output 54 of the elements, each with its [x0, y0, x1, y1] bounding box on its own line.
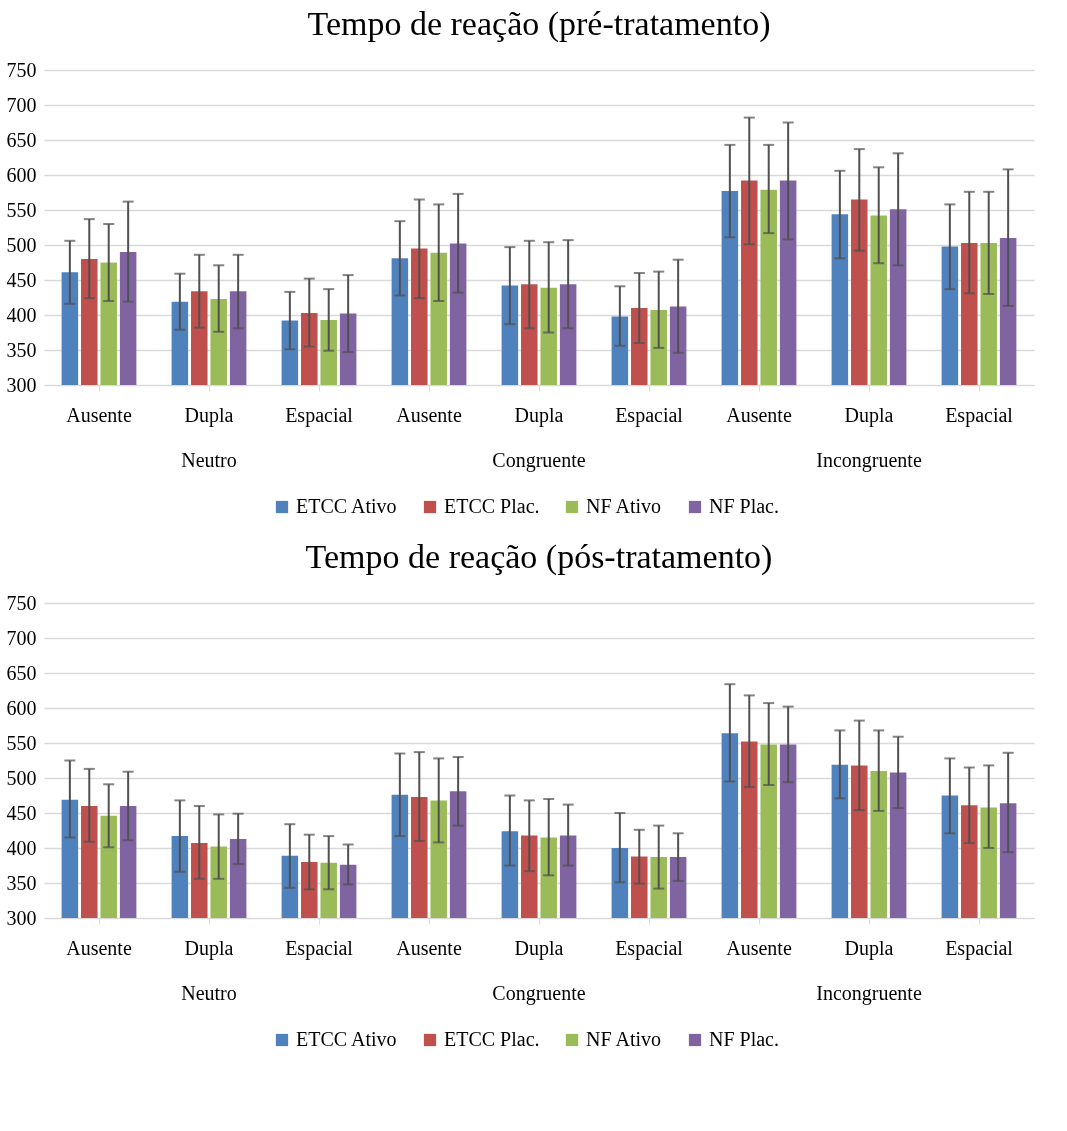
chart-title: Tempo de reação (pré-tratamento) — [307, 5, 771, 43]
x-tick-label: Espacial — [285, 403, 354, 427]
y-tick-label: 350 — [6, 871, 37, 894]
y-tick-label: 400 — [6, 303, 37, 326]
y-tick-label: 700 — [6, 93, 37, 116]
legend-label: NF Ativo — [586, 495, 662, 517]
y-tick-label: 650 — [6, 661, 37, 684]
x-tick-label: Dupla — [844, 936, 894, 960]
y-tick-label: 600 — [6, 163, 37, 186]
y-tick-label: 750 — [6, 591, 37, 614]
y-tick-label: 300 — [6, 373, 37, 396]
x-tick-label: Ausente — [66, 403, 132, 426]
x-tick-label: Dupla — [844, 403, 894, 427]
text: Incongruente — [816, 982, 922, 1005]
legend-label: ETCC Ativo — [296, 1028, 397, 1050]
x-tick-label: Ausente — [396, 936, 462, 959]
text: Incongruente — [816, 449, 922, 472]
x-tick-label: Espacial — [615, 403, 684, 427]
y-tick-label: 550 — [6, 731, 37, 754]
text: Congruente — [492, 449, 586, 472]
text: Neutro — [181, 449, 237, 471]
y-tick-label: 450 — [6, 268, 37, 291]
y-tick-label: 450 — [6, 801, 37, 824]
legend-label: ETCC Ativo — [296, 495, 397, 517]
legend-label: NF Plac. — [709, 1028, 779, 1050]
x-tick-label: Espacial — [285, 936, 354, 960]
y-tick-label: 650 — [6, 128, 37, 151]
y-tick-label: 500 — [6, 766, 37, 789]
x-tick-label: Dupla — [514, 403, 564, 427]
text: Neutro — [181, 982, 237, 1004]
legend-label: ETCC Plac. — [444, 1028, 540, 1050]
x-tick-label: Ausente — [396, 403, 462, 426]
y-tick-label: 750 — [6, 58, 37, 81]
x-tick-label: Ausente — [726, 936, 792, 959]
x-tick-label: Espacial — [615, 936, 684, 960]
legend-label: NF Ativo — [586, 1028, 662, 1050]
y-tick-label: 300 — [6, 906, 37, 929]
text: Congruente — [492, 982, 586, 1005]
x-tick-label: Dupla — [514, 936, 564, 960]
legend-label: ETCC Plac. — [444, 495, 540, 517]
chart-title: Tempo de reação (pós-tratamento) — [305, 538, 773, 576]
y-tick-label: 400 — [6, 836, 37, 859]
x-tick-label: Ausente — [726, 403, 792, 426]
y-tick-label: 600 — [6, 696, 37, 719]
y-tick-label: 700 — [6, 626, 37, 649]
x-tick-label: Espacial — [945, 936, 1014, 960]
x-tick-label: Ausente — [66, 936, 132, 959]
y-tick-label: 350 — [6, 338, 37, 361]
legend-label: NF Plac. — [709, 495, 779, 517]
x-tick-label: Dupla — [184, 403, 234, 427]
y-tick-label: 550 — [6, 198, 37, 221]
x-tick-label: Espacial — [945, 403, 1014, 427]
y-tick-label: 500 — [6, 233, 37, 256]
x-tick-label: Dupla — [184, 936, 234, 960]
